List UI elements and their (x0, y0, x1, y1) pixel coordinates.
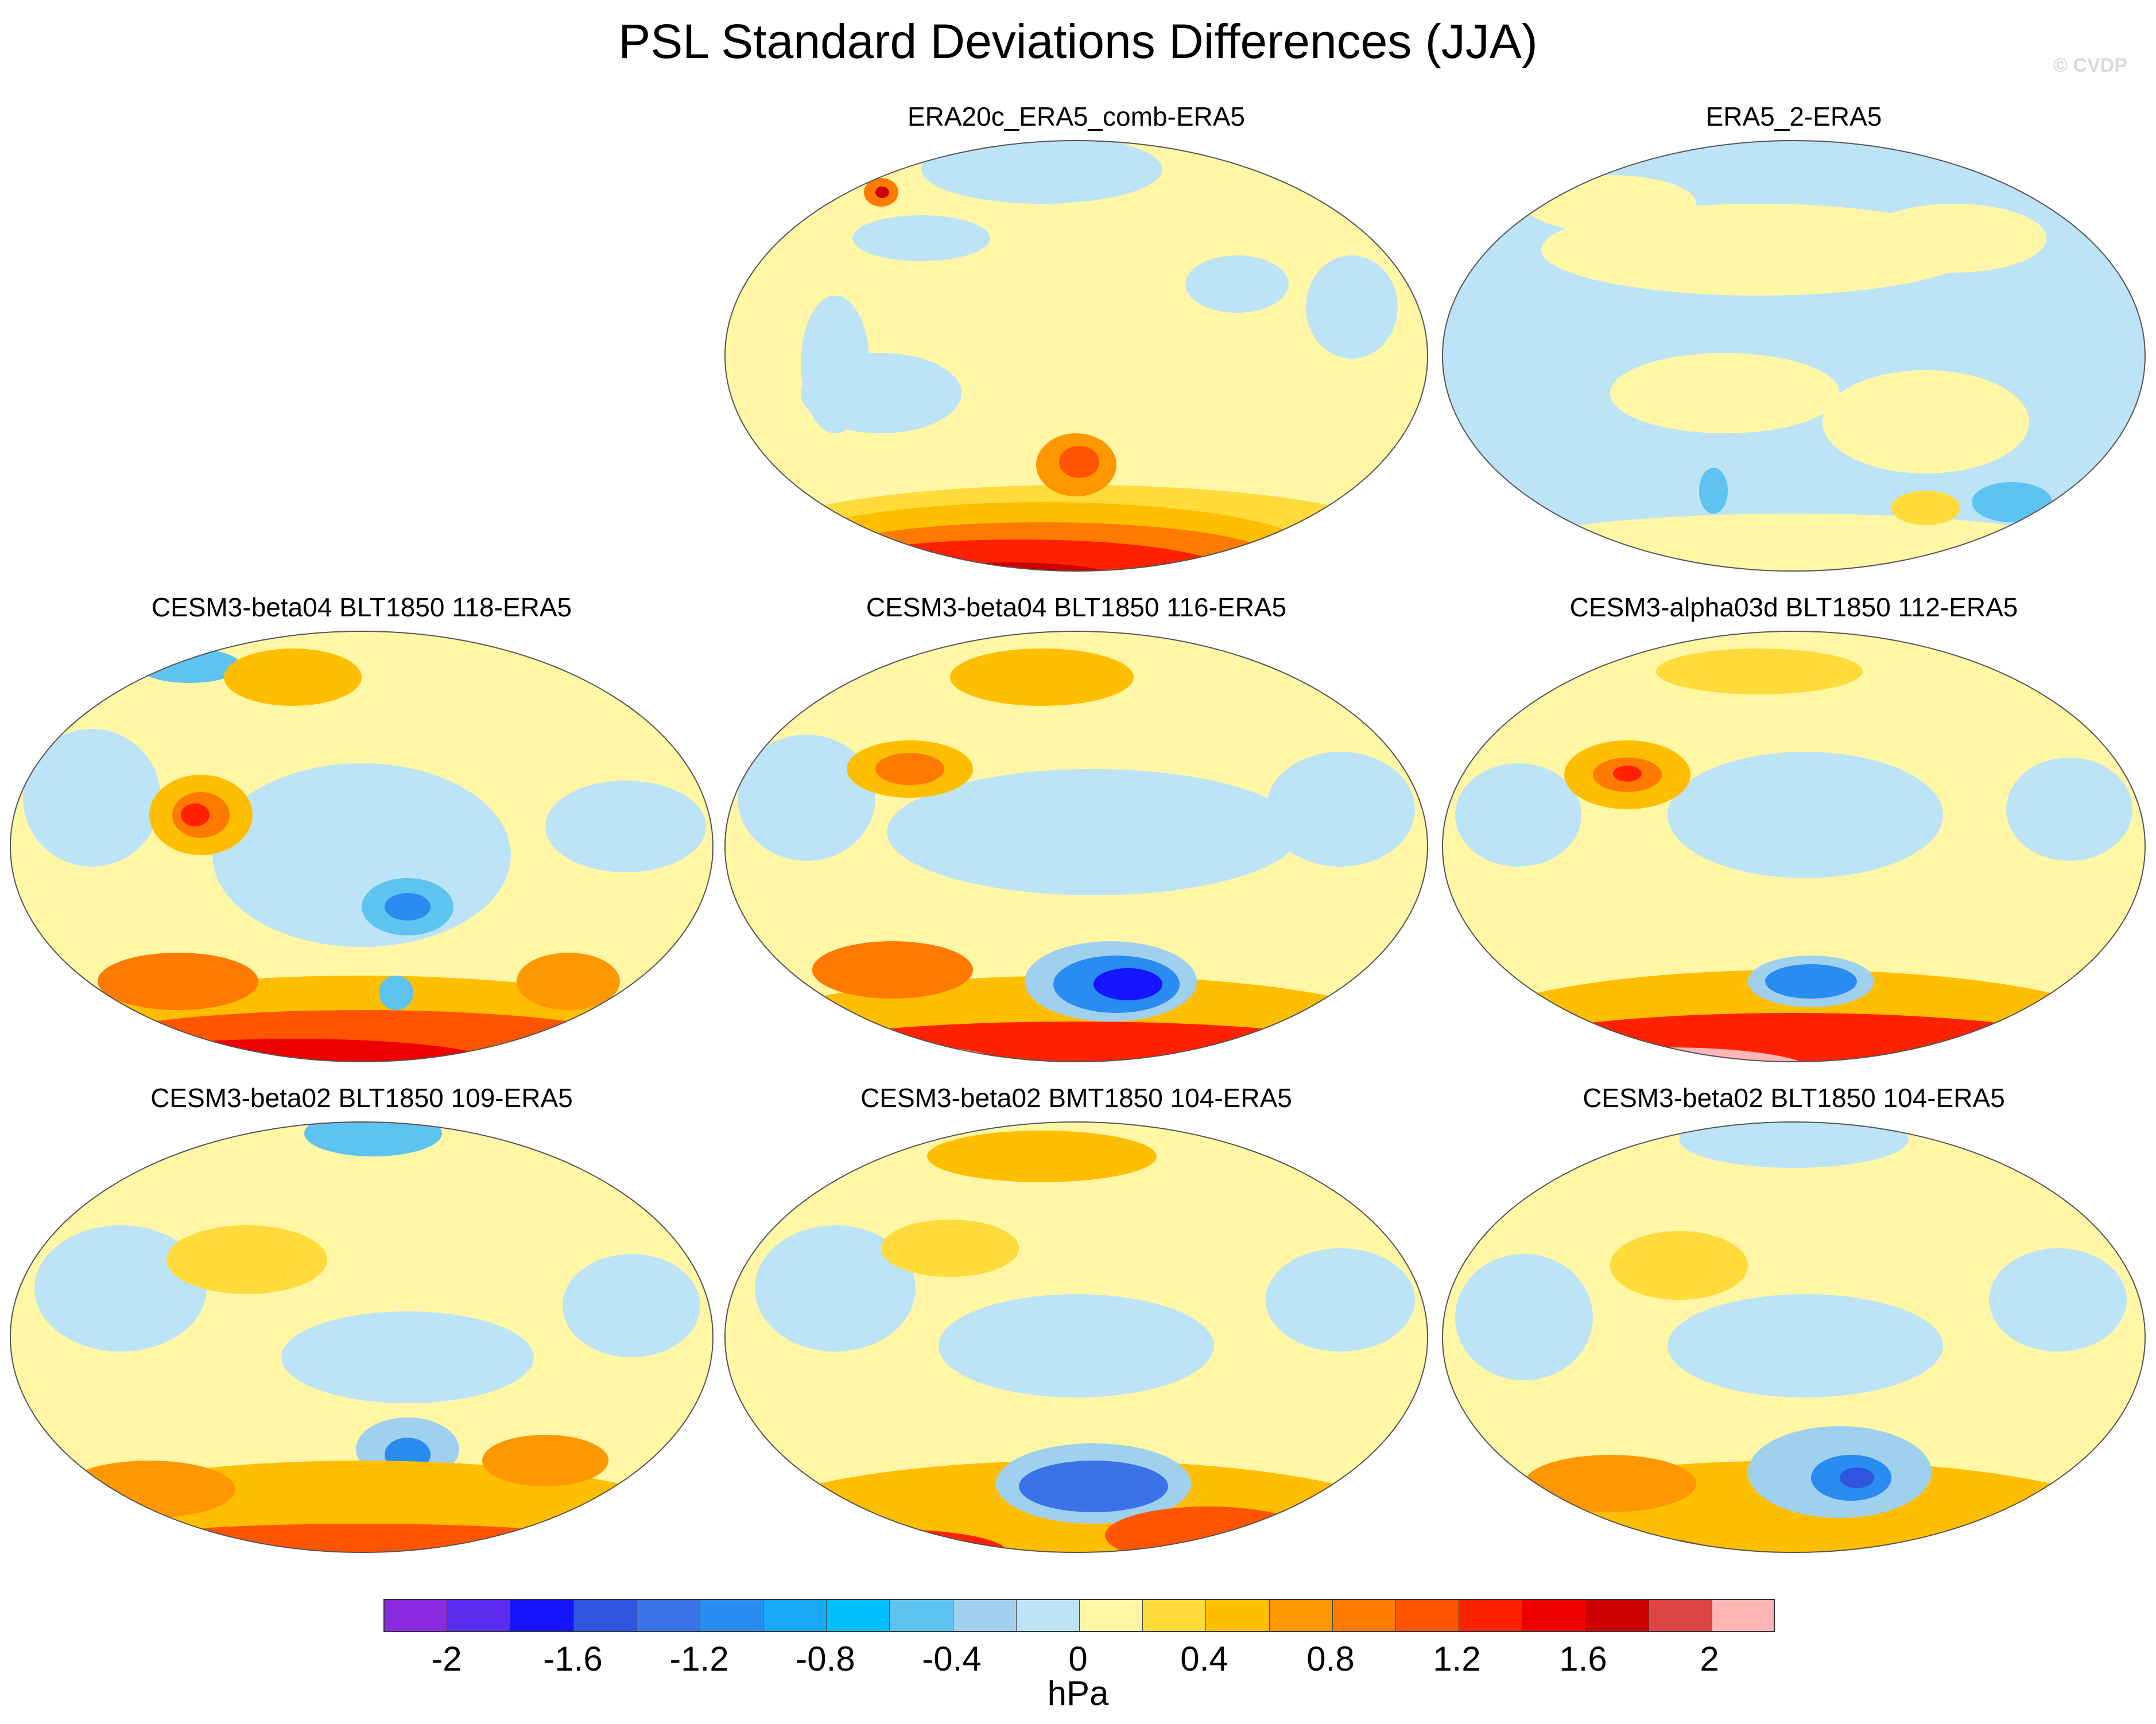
map-panel-5: CESM3-alpha03d BLT1850 112-ERA5 (1438, 591, 2150, 1108)
colorbar-box (1015, 1599, 1079, 1632)
map-plot (724, 140, 1428, 572)
colorbar-box (1522, 1599, 1585, 1632)
colorbar-box (889, 1599, 953, 1632)
map-panel-6: CESM3-beta02 BLT1850 109-ERA5 (6, 1082, 718, 1598)
colorbar-box (1332, 1599, 1395, 1632)
colorbar-tick-label: 0.8 (1306, 1640, 1355, 1678)
colorbar-box (510, 1599, 573, 1632)
colorbar-box (1648, 1599, 1712, 1632)
colorbar-box (636, 1599, 700, 1632)
map-panel-2: ERA5_2-ERA5 (1438, 100, 2150, 617)
map-panel-8: CESM3-beta02 BLT1850 104-ERA5 (1438, 1082, 2150, 1598)
colorbar-tick-label: 2 (1700, 1640, 1719, 1678)
panel-title: CESM3-beta02 BLT1850 104-ERA5 (1583, 1083, 2005, 1113)
colorbar-box (763, 1599, 827, 1632)
colorbar-box (952, 1599, 1016, 1632)
figure-title: PSL Standard Deviations Differences (JJA… (618, 14, 1538, 68)
map-panel-3: CESM3-beta04 BLT1850 118-ERA5 (6, 591, 718, 1108)
colorbar-box (1269, 1599, 1332, 1632)
colorbar-box (1585, 1599, 1649, 1632)
colorbar-box (826, 1599, 890, 1632)
map-plot (1442, 140, 2146, 572)
colorbar-box (383, 1599, 447, 1632)
map-panel-7: CESM3-beta02 BMT1850 104-ERA5 (720, 1082, 1432, 1598)
map-panel-4: CESM3-beta04 BLT1850 116-ERA5 (720, 591, 1432, 1108)
colorbar-box (1711, 1599, 1775, 1632)
colorbar-tick-label: -2 (431, 1640, 462, 1678)
panel-title: CESM3-beta04 BLT1850 116-ERA5 (866, 592, 1287, 622)
colorbar-frame (383, 1599, 1775, 1632)
map-plot (724, 631, 1428, 1062)
panel-title: ERA20c_ERA5_comb-ERA5 (907, 102, 1246, 131)
colorbar-tick-label: -1.6 (543, 1640, 603, 1678)
colorbar-box (1459, 1599, 1522, 1632)
colorbar-tick-label: -1.2 (669, 1640, 729, 1678)
colorbar-box (573, 1599, 637, 1632)
colorbar-box (1205, 1599, 1269, 1632)
map-plot (724, 1121, 1428, 1553)
colorbar-tick-label: 1.6 (1559, 1640, 1607, 1678)
map-plot (1442, 1121, 2146, 1553)
colorbar-box (699, 1599, 763, 1632)
map-panel-1: ERA20c_ERA5_comb-ERA5 (720, 100, 1432, 617)
colorbar-tick-label: 0.4 (1180, 1640, 1228, 1678)
colorbar (383, 1599, 1775, 1632)
colorbar-units: hPa (1047, 1674, 1109, 1713)
panel-title: CESM3-beta02 BMT1850 104-ERA5 (860, 1083, 1292, 1113)
colorbar-tick-label: -0.4 (922, 1640, 982, 1678)
map-plot (10, 1121, 714, 1553)
colorbar-box (1395, 1599, 1459, 1632)
map-plot (1442, 631, 2146, 1062)
colorbar-tick-label: -0.8 (796, 1640, 855, 1678)
panel-title: CESM3-alpha03d BLT1850 112-ERA5 (1569, 592, 2018, 622)
map-plot (10, 631, 714, 1062)
panel-title: CESM3-beta02 BLT1850 109-ERA5 (150, 1083, 573, 1113)
colorbar-box (1142, 1599, 1206, 1632)
colorbar-tick-label: 0 (1068, 1640, 1088, 1678)
panel-title: ERA5_2-ERA5 (1705, 102, 1882, 131)
colorbar-box (447, 1599, 510, 1632)
colorbar-tick-label: 1.2 (1433, 1640, 1481, 1678)
panel-title: CESM3-beta04 BLT1850 118-ERA5 (151, 592, 572, 622)
watermark: © CVDP (2053, 55, 2127, 76)
colorbar-box (1079, 1599, 1143, 1632)
